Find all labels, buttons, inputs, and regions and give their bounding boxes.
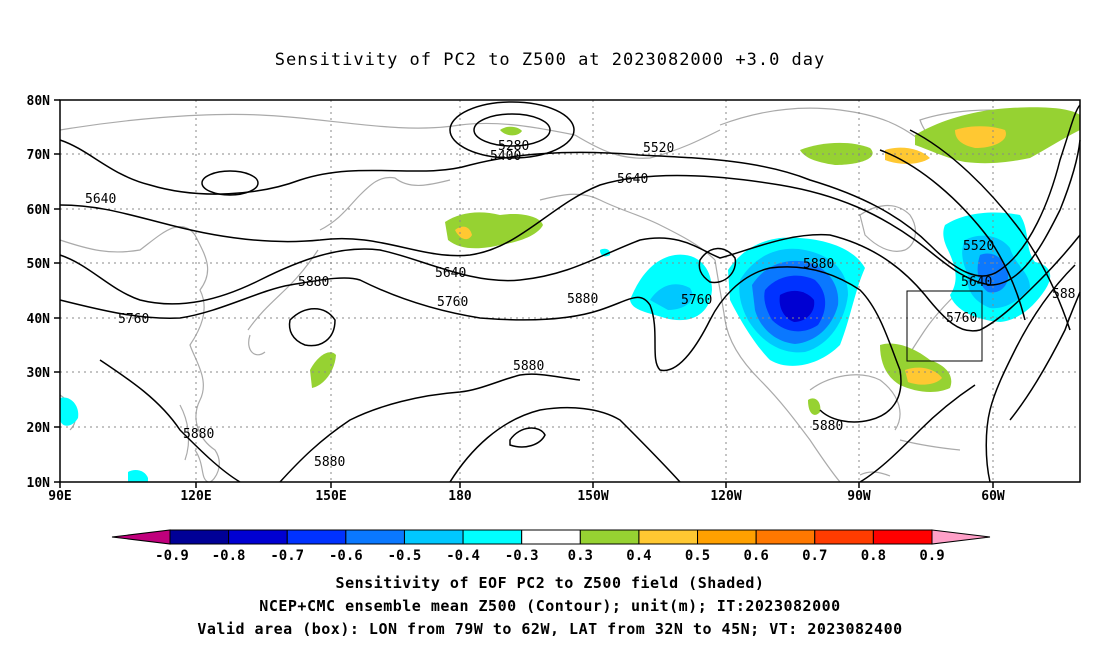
chart-title: Sensitivity of PC2 to Z500 at 2023082000…	[274, 50, 826, 70]
lat-tick-label: 80N	[27, 94, 51, 109]
contour-label: 5760	[681, 293, 712, 308]
lon-tick-label: 60W	[981, 489, 1005, 504]
colorbar-tick-label: -0.8	[212, 548, 246, 564]
colorbar-swatch	[228, 529, 288, 545]
grid-lines	[60, 100, 1080, 482]
colorbar-tick-label: -0.9	[155, 548, 189, 564]
colorbar-swatch	[345, 529, 405, 545]
colorbar-tick-label: -0.5	[388, 548, 422, 564]
lat-tick-label: 60N	[27, 203, 51, 218]
contour-label: 5880	[567, 292, 598, 307]
lat-tick-label: 10N	[27, 476, 51, 491]
lat-tick-label: 40N	[27, 312, 51, 327]
caption-valid-area: Valid area (box): LON from 79W to 62W, L…	[197, 620, 903, 638]
lon-tick-label: 150W	[577, 489, 608, 504]
lat-tick-label: 50N	[27, 257, 51, 272]
colorbar-swatch	[579, 529, 640, 545]
colorbar-arrow-right	[931, 529, 991, 545]
colorbar-tick-label: -0.3	[505, 548, 539, 564]
colorbar-tick-label: 0.3	[568, 548, 593, 564]
colorbar-swatch	[521, 529, 581, 545]
colorbar-tick-label: 0.9	[919, 548, 944, 564]
contour-label: 5280	[498, 139, 529, 154]
colorbar-swatch	[697, 529, 757, 545]
contour-label: 5880	[812, 419, 843, 434]
z500-contours	[59, 101, 1081, 483]
caption-contour: NCEP+CMC ensemble mean Z500 (Contour); u…	[259, 597, 841, 615]
lat-tick-label: 30N	[27, 366, 51, 381]
colorbar-swatch	[872, 529, 933, 545]
colorbar-tick-label: -0.4	[446, 548, 480, 564]
contour-label: 5880	[803, 257, 834, 272]
contour-label: 5640	[435, 266, 466, 281]
colorbar-swatch	[286, 529, 347, 545]
colorbar-tick-label: 0.5	[685, 548, 710, 564]
plot-frame	[59, 99, 1081, 483]
lon-tick-label: 90W	[847, 489, 871, 504]
contour-label: 5760	[946, 311, 977, 326]
contour-label: 5640	[961, 275, 992, 290]
coastlines	[59, 107, 1045, 483]
contour-label: 5520	[963, 239, 994, 254]
contour-label: 5760	[118, 312, 149, 327]
ticks	[54, 99, 994, 488]
contour-label: 588	[1052, 287, 1075, 302]
contour-label: 5520	[643, 141, 674, 156]
contour-label: 5640	[617, 172, 648, 187]
colorbar-swatch	[755, 529, 816, 545]
lat-axis-labels: 80N 70N 60N 50N 40N 30N 20N 10N	[27, 94, 51, 491]
lon-tick-label: 90E	[48, 489, 71, 504]
contour-label: 5640	[85, 192, 116, 207]
colorbar-tick-label: 0.4	[626, 548, 651, 564]
contour-labels: 5280 5400 5520 5640 5640 5640 5880 5760 …	[85, 139, 1075, 470]
lon-tick-label: 120W	[710, 489, 741, 504]
contour-label: 5880	[314, 455, 345, 470]
colorbar-swatch	[638, 529, 699, 545]
colorbar-tick-label: 0.7	[802, 548, 827, 564]
colorbar-tick-label: -0.6	[329, 548, 363, 564]
colorbar-swatch	[462, 529, 523, 545]
lon-tick-label: 120E	[180, 489, 211, 504]
valid-area-box	[906, 290, 983, 362]
colorbar-swatch	[814, 529, 874, 545]
colorbar-tick-label: -0.7	[270, 548, 304, 564]
lon-tick-label: 180	[448, 489, 472, 504]
plot-area: 5280 5400 5520 5640 5640 5640 5880 5760 …	[27, 94, 1081, 504]
lat-tick-label: 20N	[27, 421, 51, 436]
lon-axis-labels: 90E 120E 150E 180 150W 120W 90W 60W	[48, 489, 1005, 504]
contour-label: 5880	[298, 275, 329, 290]
contour-label: 5880	[183, 427, 214, 442]
colorbar-tick-label: 0.6	[744, 548, 769, 564]
contour-label: 5760	[437, 295, 468, 310]
colorbar-tick-label: 0.8	[861, 548, 886, 564]
caption-shaded: Sensitivity of EOF PC2 to Z500 field (Sh…	[335, 574, 765, 592]
lat-tick-label: 70N	[27, 148, 51, 163]
colorbar-swatch	[403, 529, 464, 545]
lon-tick-label: 150E	[315, 489, 346, 504]
contour-label: 5880	[513, 359, 544, 374]
contour-label: 5400	[490, 149, 521, 164]
colorbar-swatch	[169, 529, 230, 545]
colorbar: -0.9 -0.8 -0.7 -0.6 -0.5 -0.4 -0.3 0.3 0.4 0.5 0.6…	[111, 529, 991, 564]
sensitivity-shading	[60, 107, 1080, 482]
colorbar-arrow-left	[111, 529, 171, 545]
